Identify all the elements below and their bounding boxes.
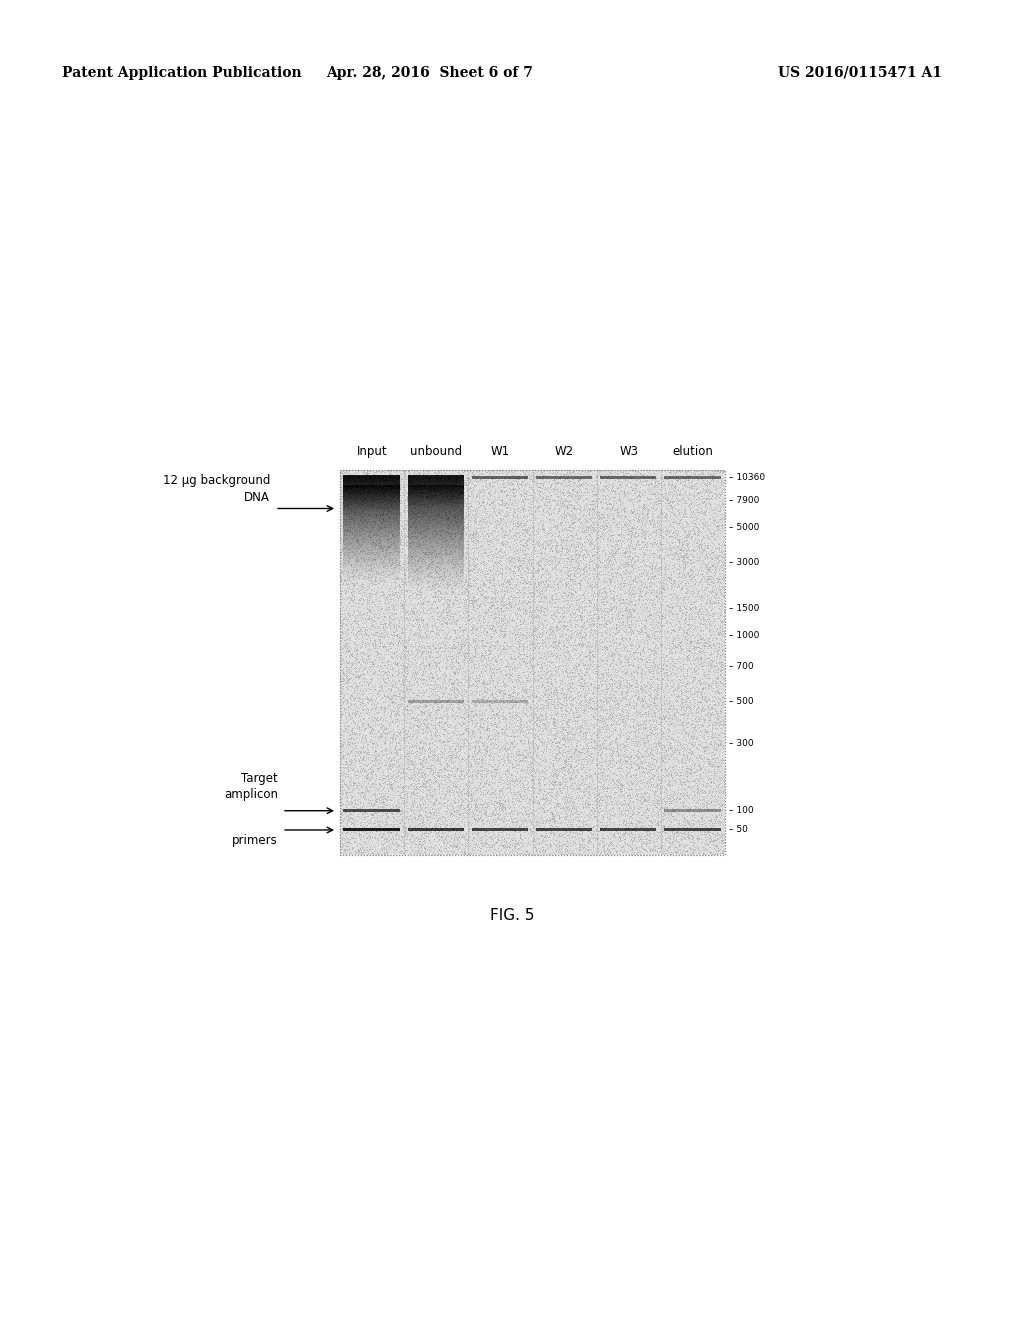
Bar: [340, 470, 725, 855]
Text: FIG. 5: FIG. 5: [489, 908, 535, 923]
Text: – 300: – 300: [729, 739, 754, 748]
Text: – 1500: – 1500: [729, 605, 760, 612]
Text: – 50: – 50: [729, 825, 748, 834]
Text: – 100: – 100: [729, 807, 754, 816]
Text: US 2016/0115471 A1: US 2016/0115471 A1: [778, 66, 942, 81]
Text: W3: W3: [620, 445, 638, 458]
Text: 12 μg background
DNA: 12 μg background DNA: [163, 474, 270, 504]
Text: Input: Input: [356, 445, 387, 458]
Text: – 500: – 500: [729, 697, 754, 705]
Text: – 7900: – 7900: [729, 496, 760, 506]
Text: elution: elution: [673, 445, 714, 458]
Text: W2: W2: [555, 445, 574, 458]
Text: W1: W1: [490, 445, 510, 458]
Text: – 700: – 700: [729, 661, 754, 671]
Text: Patent Application Publication: Patent Application Publication: [62, 66, 302, 81]
Bar: [340, 470, 725, 855]
Text: primers: primers: [232, 834, 278, 847]
Text: – 10360: – 10360: [729, 473, 765, 482]
Text: – 5000: – 5000: [729, 523, 760, 532]
Text: Apr. 28, 2016  Sheet 6 of 7: Apr. 28, 2016 Sheet 6 of 7: [327, 66, 534, 81]
Text: – 1000: – 1000: [729, 631, 760, 640]
Text: – 3000: – 3000: [729, 558, 760, 566]
Text: Target
amplicon: Target amplicon: [224, 772, 278, 801]
Text: unbound: unbound: [411, 445, 462, 458]
